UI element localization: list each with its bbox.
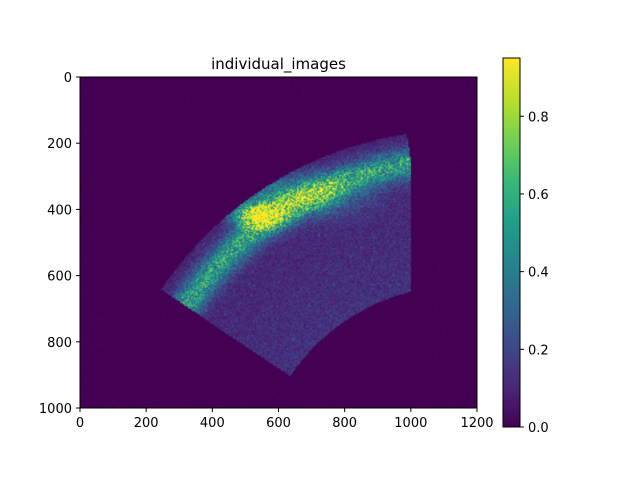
y-axis: 0 200 400 600 800 1000 (39, 71, 80, 417)
x-tick-label: 200 (134, 416, 159, 431)
colorbar-gradient (503, 58, 520, 427)
colorbar-tick-label: 0.6 (528, 188, 549, 203)
colorbar-axis: 0.0 0.2 0.4 0.6 0.8 (520, 110, 549, 436)
x-tick-label: 1200 (460, 416, 493, 431)
x-tick-label: 0 (76, 416, 84, 431)
heatmap-image (80, 77, 477, 408)
colorbar-tick-label: 0.4 (528, 266, 549, 281)
x-tick-label: 1000 (394, 416, 427, 431)
y-tick-label: 400 (47, 203, 72, 218)
colorbar-tick-label: 0.0 (528, 421, 549, 436)
y-tick-label: 200 (47, 137, 72, 152)
colorbar-tick-label: 0.8 (528, 110, 549, 125)
x-axis: 0 200 400 600 800 1000 1200 (76, 408, 494, 431)
x-tick-label: 800 (332, 416, 357, 431)
chart-title: individual_images (211, 55, 346, 74)
x-tick-label: 600 (266, 416, 291, 431)
y-tick-label: 0 (64, 71, 72, 86)
plot-area: 0 200 400 600 800 1000 1200 0 200 400 600 800 1000 (39, 71, 494, 431)
y-tick-label: 800 (47, 336, 72, 351)
colorbar: 0.0 0.2 0.4 0.6 0.8 (502, 57, 549, 436)
x-tick-label: 400 (200, 416, 225, 431)
colorbar-tick-label: 0.2 (528, 343, 549, 358)
colorbar-frame (502, 57, 521, 428)
y-tick-label: 1000 (39, 402, 72, 417)
y-tick-label: 600 (47, 270, 72, 285)
